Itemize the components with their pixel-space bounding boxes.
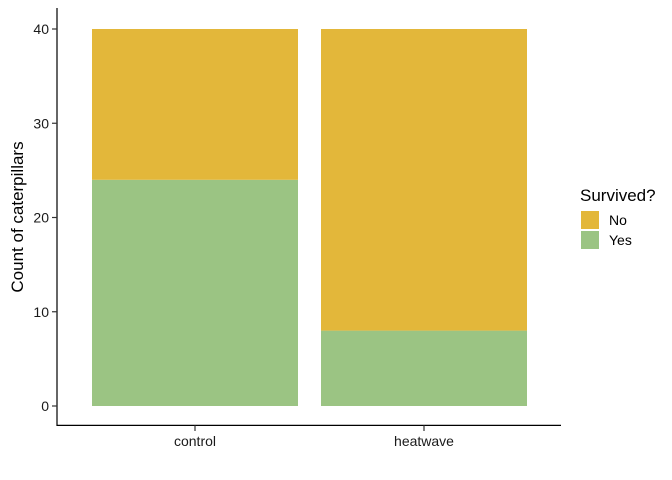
legend-swatch-yes — [581, 231, 599, 249]
legend-label-yes: Yes — [609, 232, 632, 248]
y-tick-label-30: 30 — [33, 115, 49, 131]
bar-heatwave-no — [321, 29, 527, 331]
bar-control-no — [92, 29, 298, 180]
y-tick-label-0: 0 — [41, 398, 49, 414]
y-ticks-group: 0 10 20 30 40 — [33, 21, 57, 414]
y-tick-label-10: 10 — [33, 304, 49, 320]
x-tick-label-heatwave: heatwave — [394, 433, 454, 449]
x-tick-label-control: control — [174, 433, 216, 449]
legend: Survived? No Yes — [580, 186, 656, 249]
x-ticks-group: control heatwave — [174, 425, 454, 449]
y-axis-title: Count of caterpillars — [8, 141, 27, 292]
bar-heatwave-yes — [321, 330, 527, 406]
y-tick-label-20: 20 — [33, 210, 49, 226]
legend-label-no: No — [609, 212, 627, 228]
y-tick-label-40: 40 — [33, 21, 49, 37]
legend-swatch-no — [581, 211, 599, 229]
bars-group — [92, 29, 527, 406]
legend-title: Survived? — [580, 186, 656, 205]
bar-control-yes — [92, 179, 298, 406]
